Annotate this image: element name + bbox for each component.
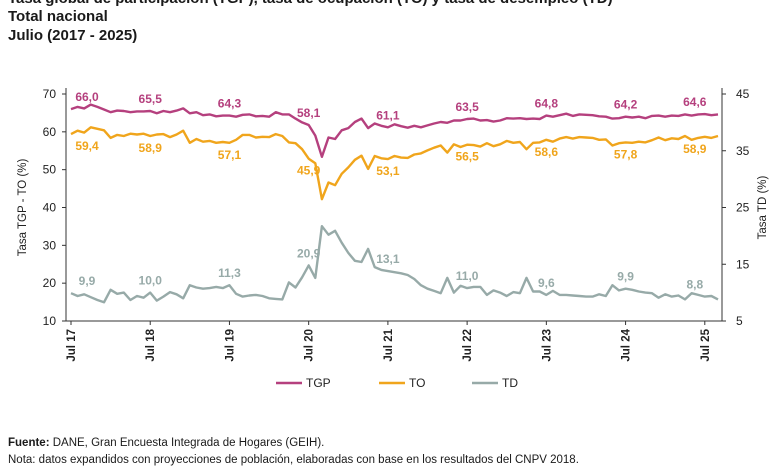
source-label: Fuente:	[8, 437, 50, 449]
data-label-to: 57,1	[218, 148, 242, 162]
left-y-tick-label: 20	[43, 276, 57, 290]
data-label-to: 56,5	[455, 150, 479, 164]
data-label-to: 57,8	[614, 147, 638, 161]
x-tick-label: Jul 17	[66, 329, 78, 362]
legend-label-to: TO	[409, 376, 425, 390]
data-label-td: 11,0	[456, 269, 479, 283]
left-y-tick-label: 30	[43, 238, 57, 252]
x-tick-label: Jul 18	[145, 328, 157, 361]
data-label-tgp: 61,1	[376, 108, 400, 122]
data-label-tgp: 65,5	[139, 92, 163, 106]
data-label-td: 9,9	[617, 270, 634, 284]
data-label-to: 53,1	[376, 164, 400, 178]
chart-subtitle-period: Julio (2017 - 2025)	[8, 27, 138, 44]
data-label-td: 8,8	[686, 278, 703, 292]
x-tick-label: Jul 22	[462, 329, 474, 362]
left-y-tick-label: 70	[43, 87, 57, 101]
x-tick-label: Jul 21	[383, 328, 395, 361]
series-line-td	[70, 224, 719, 304]
chart-subtitle-region: Total nacional	[8, 8, 108, 25]
data-label-tgp: 64,8	[535, 97, 559, 111]
x-tick-label: Jul 25	[700, 328, 712, 361]
right-y-tick-label: 45	[736, 87, 750, 101]
data-label-td: 13,1	[376, 252, 400, 266]
data-label-tgp: 58,1	[297, 106, 321, 120]
note-footer: Nota: datos expandidos con proyecciones …	[8, 454, 579, 466]
legend-label-tgp: TGP	[306, 376, 331, 390]
data-label-to: 45,9	[297, 164, 321, 178]
right-y-tick-label: 25	[736, 201, 750, 215]
data-label-tgp: 64,6	[683, 95, 707, 109]
line-chart: 10 20 30 40 50 60 70 5 15 25 35 45 Tasa TGP - TO (%)…	[17, 87, 769, 390]
right-y-tick-label: 15	[736, 257, 750, 271]
series-line-to	[70, 126, 719, 201]
data-label-tgp: 66,0	[75, 90, 99, 104]
left-y-tick-label: 50	[43, 163, 57, 177]
x-tick-label: Jul 19	[224, 329, 236, 362]
x-tick-label: Jul 24	[621, 328, 633, 361]
data-label-tgp: 64,3	[218, 97, 242, 111]
data-label-to: 59,4	[75, 139, 99, 153]
data-label-td: 9,9	[79, 274, 96, 288]
data-label-td: 10,0	[139, 274, 163, 288]
data-label-td: 11,3	[218, 266, 241, 280]
x-tick-label: Jul 23	[541, 329, 553, 362]
left-y-tick-label: 60	[43, 125, 57, 139]
source-text: DANE, Gran Encuesta Integrada de Hogares…	[49, 437, 325, 449]
left-y-tick-label: 40	[43, 201, 57, 215]
chart-title-text: Tasa global de participación (TGP), tasa…	[8, 0, 778, 8]
series-line-tgp	[70, 103, 719, 159]
right-y-axis-title: Tasa TD (%)	[757, 175, 769, 239]
data-label-to: 58,9	[139, 141, 163, 155]
right-y-tick-label: 35	[736, 144, 750, 158]
data-label-to: 58,9	[683, 142, 707, 156]
data-label-to: 58,6	[535, 145, 559, 159]
legend-label-td: TD	[502, 376, 518, 390]
data-label-tgp: 64,2	[614, 98, 638, 112]
left-y-axis-title: Tasa TGP - TO (%)	[17, 159, 29, 257]
data-label-tgp: 63,5	[455, 100, 479, 114]
right-y-tick-label: 5	[736, 314, 743, 328]
data-label-td: 9,6	[538, 276, 555, 290]
x-tick-label: Jul 20	[304, 329, 316, 362]
source-footer: Fuente: DANE, Gran Encuesta Integrada de…	[8, 436, 324, 451]
data-label-td: 20,9	[297, 246, 321, 260]
chart-title: Tasa global de participación (TGP), tasa…	[8, 0, 778, 8]
left-y-tick-label: 10	[43, 314, 57, 328]
